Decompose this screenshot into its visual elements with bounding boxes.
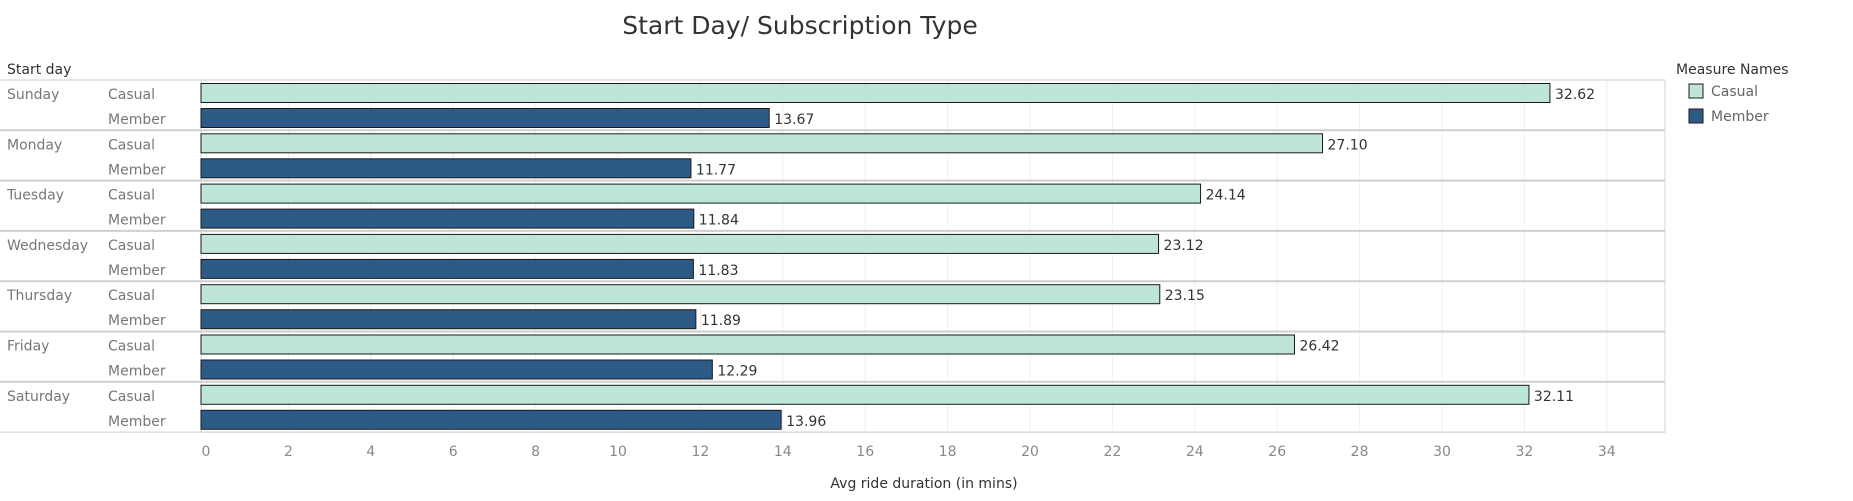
series-label: Casual (108, 238, 155, 254)
bar-member[interactable] (200, 409, 782, 430)
bar-member[interactable] (200, 108, 770, 128)
x-tick-label: 22 (1103, 444, 1121, 460)
data-label: 11.83 (698, 263, 738, 279)
data-label: 26.42 (1300, 339, 1340, 355)
legend-swatch-member[interactable] (1688, 108, 1704, 124)
data-label: 13.67 (774, 112, 814, 128)
bar-member[interactable] (200, 359, 713, 380)
series-label: Member (108, 364, 166, 380)
bar-member[interactable] (200, 309, 697, 330)
category-label: Tuesday (6, 188, 64, 204)
x-tick-label: 24 (1186, 444, 1204, 460)
x-axis: 0 2 4 6 8 10 12 14 16 18 20 22 24 26 28 30 32 34 (202, 444, 1616, 460)
data-label: 11.84 (699, 213, 739, 229)
x-tick-label: 18 (939, 444, 957, 460)
legend-title: Measure Names (1676, 62, 1789, 78)
rows: Sunday Casual Member Monday Casual Member Tues… (0, 79, 1665, 433)
bar-casual[interactable] (200, 384, 1530, 405)
chart-title: Start Day/ Subscription Type (622, 11, 977, 40)
x-tick-label: 16 (856, 444, 874, 460)
series-label: Member (108, 162, 166, 178)
x-tick-label: 32 (1515, 444, 1533, 460)
data-label: 32.62 (1555, 87, 1595, 103)
x-tick-label: 26 (1268, 444, 1286, 460)
series-label: Casual (108, 87, 155, 103)
bar-casual[interactable] (200, 133, 1324, 154)
x-tick-label: 2 (284, 444, 293, 460)
data-label: 11.89 (701, 313, 741, 329)
category-label: Friday (7, 339, 49, 355)
x-axis-label: Avg ride duration (in mins) (830, 476, 1017, 492)
legend-label[interactable]: Casual (1711, 84, 1758, 100)
x-tick-label: 34 (1598, 444, 1616, 460)
series-label: Casual (108, 339, 155, 355)
x-tick-label: 14 (774, 444, 792, 460)
series-label: Casual (108, 137, 155, 153)
bar-casual[interactable] (200, 183, 1202, 204)
series-label: Member (108, 213, 166, 229)
category-label: Thursday (6, 288, 72, 304)
series-label: Member (108, 313, 166, 329)
x-tick-label: 4 (366, 444, 375, 460)
x-tick-label: 20 (1021, 444, 1039, 460)
category-label: Sunday (7, 87, 59, 103)
series-label: Casual (108, 188, 155, 204)
legend[interactable]: Measure Names Casual Member (1676, 62, 1789, 125)
bars: 32.62 13.67 27.10 11.77 24.14 11.84 23.12 11.83… (200, 83, 1595, 430)
data-label: 23.15 (1165, 288, 1205, 304)
legend-label[interactable]: Member (1711, 109, 1769, 125)
data-label: 32.11 (1534, 389, 1574, 405)
bar-casual[interactable] (200, 83, 1551, 103)
category-label: Monday (7, 137, 62, 153)
series-label: Member (108, 414, 166, 430)
data-label: 24.14 (1206, 188, 1246, 204)
category-label: Wednesday (7, 238, 88, 254)
x-tick-label: 0 (202, 444, 211, 460)
x-tick-label: 6 (449, 444, 458, 460)
series-label: Member (108, 263, 166, 279)
bar-casual[interactable] (200, 233, 1160, 254)
data-label: 11.77 (696, 162, 736, 178)
series-label: Casual (108, 389, 155, 405)
bar-casual[interactable] (200, 284, 1161, 305)
bar-member[interactable] (200, 158, 692, 179)
bar-member[interactable] (200, 208, 695, 229)
series-label: Member (108, 112, 166, 128)
x-tick-label: 30 (1433, 444, 1451, 460)
data-label: 23.12 (1164, 238, 1204, 254)
data-label: 12.29 (717, 364, 757, 380)
data-label: 27.10 (1328, 137, 1368, 153)
x-tick-label: 8 (531, 444, 540, 460)
series-label: Casual (108, 288, 155, 304)
category-label: Saturday (7, 389, 70, 405)
bar-casual[interactable] (200, 334, 1296, 355)
data-label: 13.96 (786, 414, 826, 430)
legend-swatch-casual[interactable] (1688, 83, 1704, 99)
x-tick-label: 12 (691, 444, 709, 460)
x-tick-label: 28 (1351, 444, 1369, 460)
row-header: Start day (7, 62, 71, 78)
bar-member[interactable] (200, 258, 694, 279)
x-tick-label: 10 (609, 444, 627, 460)
